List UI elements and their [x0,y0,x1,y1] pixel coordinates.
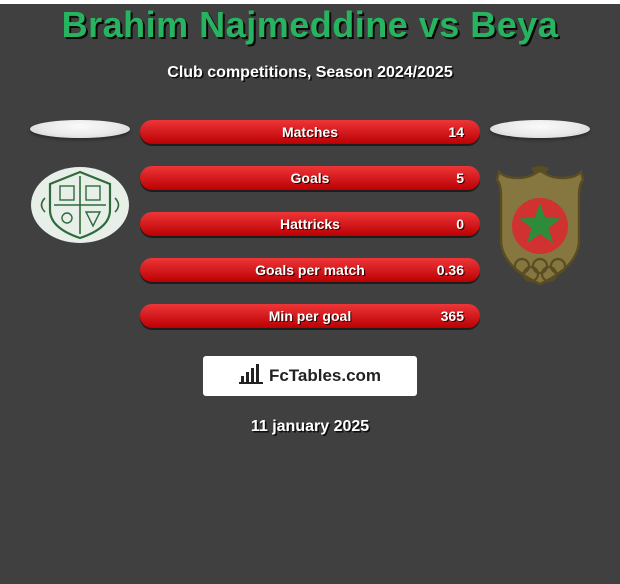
stat-bar: Hattricks0 [140,212,480,236]
subtitle: Club competitions, Season 2024/2025 [0,64,620,82]
stat-label: Matches [196,124,424,140]
left-side [20,120,140,244]
comparison-card: Brahim Najmeddine vs Beya Club competiti… [0,4,620,584]
stat-bars: Matches14 Goals5 Hattricks0 Goals per match… [140,120,480,328]
stat-label: Goals per match [196,262,424,278]
source-badge: FcTables.com [203,356,417,396]
date-label: 11 january 2025 [0,418,620,436]
stat-bar: Matches14 [140,120,480,144]
stat-value-right: 5 [424,170,464,186]
stat-label: Hattricks [196,216,424,232]
stat-value-right: 365 [424,308,464,324]
stat-value-right: 0.36 [424,262,464,278]
stat-bar: Goals per match0.36 [140,258,480,282]
ball-marker-left [30,120,130,138]
crest-left [30,166,130,244]
stat-value-right: 0 [424,216,464,232]
source-badge-text: FcTables.com [269,366,381,386]
stat-label: Goals [196,170,424,186]
stat-label: Min per goal [196,308,424,324]
stat-bar: Goals5 [140,166,480,190]
page-title: Brahim Najmeddine vs Beya [0,4,620,46]
ball-marker-right [490,120,590,138]
bar-chart-icon [239,364,263,389]
stat-bar: Min per goal365 [140,304,480,328]
stat-value-right: 14 [424,124,464,140]
right-side [480,120,600,294]
crest-right [489,166,591,294]
content-row: Matches14 Goals5 Hattricks0 Goals per match… [0,120,620,328]
